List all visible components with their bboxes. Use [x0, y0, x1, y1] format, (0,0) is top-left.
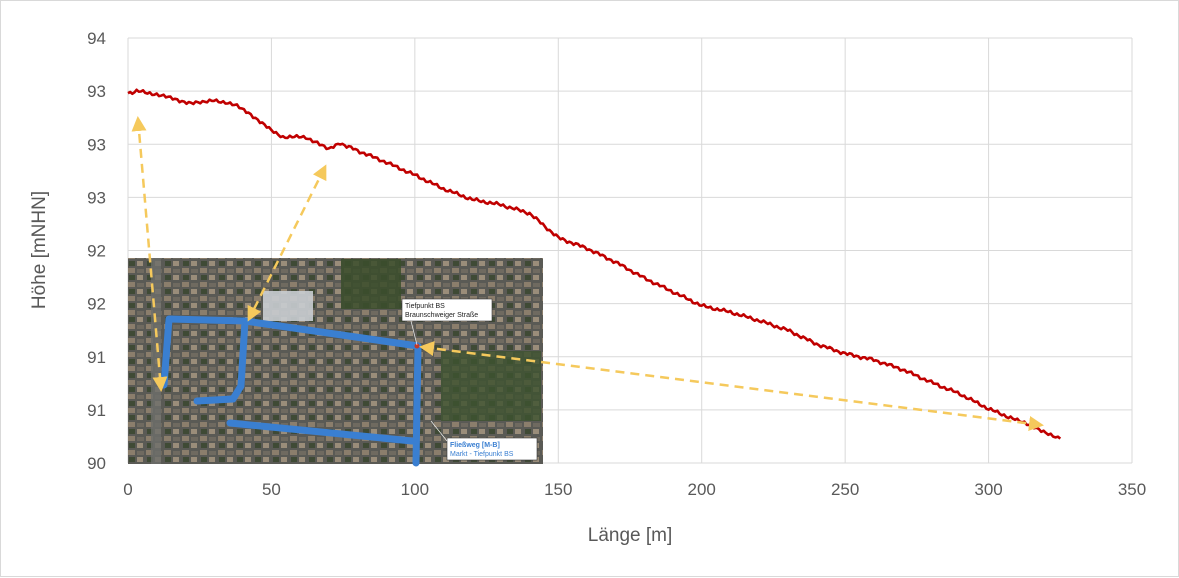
map-label-bottom: Fließweg [M-B] Markt - Tiefpunkt BS	[446, 437, 538, 461]
map-park	[341, 259, 401, 309]
y-tick-label: 92	[87, 295, 106, 314]
map-label-bottom-line1: Fließweg [M-B]	[450, 442, 500, 449]
low-point-marker	[414, 343, 420, 349]
y-tick-label: 93	[87, 82, 106, 101]
map-label-top-leader	[410, 320, 418, 346]
arrow-mid	[247, 164, 327, 322]
y-tick-label: 94	[87, 29, 106, 48]
x-axis-title: Länge [m]	[588, 525, 673, 546]
map-label-top-line1: Tiefpunkt BS	[405, 303, 445, 310]
map-park-2	[441, 351, 541, 421]
x-tick-label: 200	[688, 480, 716, 499]
x-tick-label: 250	[831, 480, 859, 499]
y-tick-label: 90	[87, 454, 106, 473]
inset-map: Tiefpunkt BS Braunschweiger Straße Fließ…	[128, 258, 543, 467]
map-label-top: Tiefpunkt BS Braunschweiger Straße	[401, 298, 493, 322]
x-tick-label: 350	[1118, 480, 1146, 499]
map-label-bottom-line2: Markt - Tiefpunkt BS	[450, 451, 514, 458]
y-tick-label: 93	[87, 135, 106, 154]
x-tick-label: 0	[123, 480, 132, 499]
y-tick-label: 91	[87, 401, 106, 420]
y-tick-label: 91	[87, 348, 106, 367]
y-tick-label: 93	[87, 188, 106, 207]
x-tick-label: 300	[974, 480, 1002, 499]
axes: 0 50 100 150 200 250 300 350 90 91 91 92 92 93 93 93 94	[87, 29, 1146, 499]
map-label-top-line2: Braunschweiger Straße	[405, 312, 478, 319]
x-tick-label: 150	[544, 480, 572, 499]
arrow-start	[131, 116, 168, 392]
x-tick-label: 100	[401, 480, 429, 499]
y-axis-title: Höhe [mNHN]	[29, 191, 50, 309]
y-tick-label: 92	[87, 242, 106, 261]
x-tick-label: 50	[262, 480, 281, 499]
map-roof-large	[263, 291, 313, 321]
correspondence-arrows	[131, 116, 1044, 431]
